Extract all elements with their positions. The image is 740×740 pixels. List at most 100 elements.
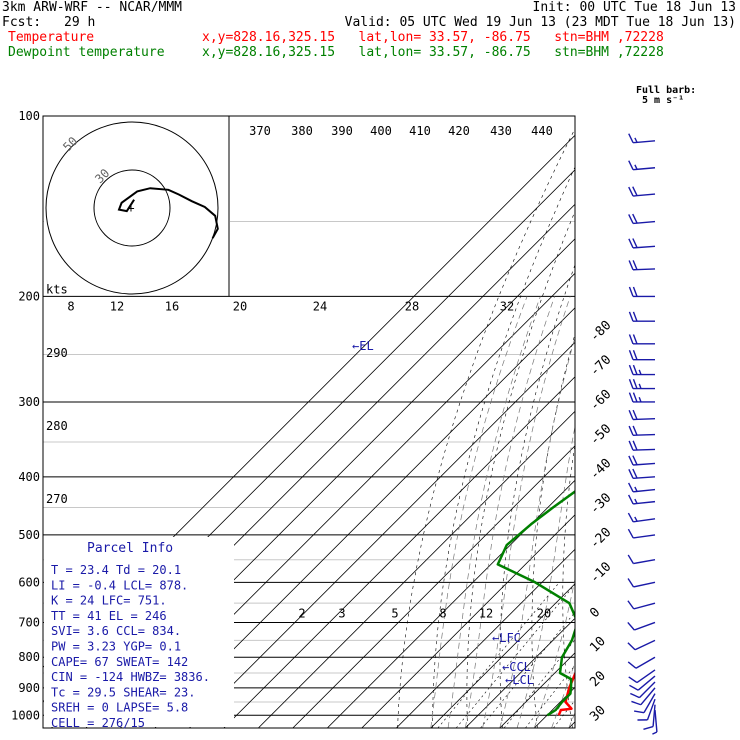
- theta-e-label: 380: [291, 124, 313, 138]
- pressure-tick-label: 700: [18, 615, 40, 629]
- barb-flag: [628, 410, 634, 420]
- barb-flag: [632, 409, 638, 420]
- barb-flag: [632, 260, 638, 270]
- wind-barb: [628, 133, 656, 144]
- barb-flag: [638, 397, 642, 403]
- barb-flag: [627, 578, 635, 588]
- wind-barb: [628, 160, 656, 171]
- mixing-ratio-label: 2: [298, 606, 305, 620]
- wind-barb: [628, 409, 656, 421]
- wind-barb: [628, 440, 656, 451]
- theta-e-label: 400: [370, 124, 392, 138]
- barb-legend-title: Full barb:: [636, 85, 696, 96]
- barb-staff: [635, 656, 656, 669]
- barb-flag: [627, 528, 634, 539]
- theta-e-label: 390: [331, 124, 353, 138]
- barb-staff: [652, 704, 656, 727]
- pressure-tick-label: 400: [18, 470, 40, 484]
- dewpoint-location-info: x,y=828.16,325.15 lat,lon= 33.57, -86.75…: [202, 45, 664, 60]
- barb-flag: [634, 498, 638, 504]
- barb-flag: [628, 455, 634, 466]
- dry-adiabat-line: [729, 116, 740, 728]
- plot-frame: [42, 115, 576, 729]
- thermo-grid: [43, 116, 740, 728]
- barb-flag: [628, 186, 634, 197]
- wind-barb: [627, 600, 656, 610]
- pressure-tick-label: 600: [18, 575, 40, 589]
- parcel-row: LI = -0.4 LCL= 878.: [51, 578, 188, 592]
- forecast-hour: 29 h: [64, 15, 96, 30]
- temperature-tick-label: -80: [587, 318, 614, 345]
- wind-barb: [629, 675, 656, 691]
- barb-flag: [632, 238, 638, 248]
- theta-e-label: 430: [490, 124, 512, 138]
- barb-flag: [632, 468, 638, 479]
- barb-legend-value: 5 m s⁻¹: [642, 95, 684, 106]
- wind-barb: [628, 669, 656, 684]
- dry-adiabat-line: [562, 442, 575, 728]
- parcel-row: SVI= 3.6 CCL= 834.: [51, 624, 181, 638]
- isotherm-line: [534, 686, 575, 728]
- barb-flag: [632, 334, 638, 345]
- mixing-ratio-line: [503, 639, 575, 728]
- theta-label: 270: [46, 492, 68, 506]
- barb-flag: [632, 392, 638, 403]
- init-time: Init: 00 UTC Tue 18 Jun 13: [532, 0, 737, 15]
- dry-adiabat-line: [622, 116, 707, 728]
- mixing-ratio-label: 12: [110, 299, 124, 313]
- parcel-row: TT = 41 EL = 246: [51, 609, 167, 623]
- barb-flag: [628, 425, 634, 436]
- wind-barb: [628, 378, 655, 390]
- level-markers: ←EL ←LFC ←CCL←LCL: [352, 339, 534, 687]
- dry-adiabat-line: [466, 210, 575, 728]
- isotherm-line: [603, 116, 740, 728]
- barb-flag: [628, 364, 634, 375]
- wind-barb: [628, 260, 656, 271]
- parcel-row: K = 24 LFC= 751.: [51, 594, 167, 608]
- mixing-ratio-line: [437, 582, 560, 728]
- wind-barb: [628, 350, 655, 361]
- barb-staff: [633, 581, 656, 588]
- wind-barb: [627, 621, 656, 631]
- barb-flag: [628, 468, 634, 479]
- temperature-tick-label: -40: [587, 456, 614, 483]
- wind-barb: [628, 286, 655, 298]
- pressure-tick-label: 800: [18, 650, 40, 664]
- barb-staff: [633, 559, 656, 565]
- mixing-ratio-line: [525, 664, 575, 728]
- barb-flag: [643, 725, 654, 730]
- theta-label: 290: [46, 346, 68, 360]
- hodograph-ring: [93, 169, 171, 247]
- barb-flag: [627, 494, 634, 505]
- barb-staff: [633, 602, 656, 610]
- hodograph-ring: [45, 121, 219, 295]
- barb-staff: [634, 639, 656, 651]
- wind-barb: [628, 364, 655, 376]
- isotherm-line: [430, 583, 575, 728]
- wind-barb: [627, 482, 656, 493]
- wind-barb: [631, 687, 656, 706]
- barb-flag: [628, 392, 634, 403]
- theta-e-label: 420: [448, 124, 470, 138]
- isotherm-line: [499, 652, 575, 728]
- barb-flag: [627, 661, 637, 669]
- dry-adiabat-line: [397, 128, 575, 728]
- hodograph-units-label: kts: [46, 282, 68, 296]
- barb-staff: [636, 669, 656, 684]
- temperature-tick-label: 0: [587, 605, 603, 621]
- barb-flag: [627, 512, 634, 523]
- isotherm-line: [327, 479, 575, 728]
- mixing-ratio-label: 5: [391, 606, 398, 620]
- level-marker: ←LCL: [505, 673, 534, 687]
- wind-barb: [627, 578, 656, 588]
- parcel-row: CIN = -124 HWBZ= 3836.: [51, 670, 210, 684]
- barb-flag: [634, 710, 645, 714]
- barb-flag: [631, 700, 642, 706]
- parcel-panel-background: [44, 537, 234, 727]
- dry-adiabat-line: [650, 116, 725, 728]
- barb-staff: [646, 698, 656, 721]
- isotherm-line: [638, 116, 740, 728]
- dewpoint-legend-label: Dewpoint temperature: [8, 45, 165, 60]
- mixing-ratio-label: 20: [233, 299, 247, 313]
